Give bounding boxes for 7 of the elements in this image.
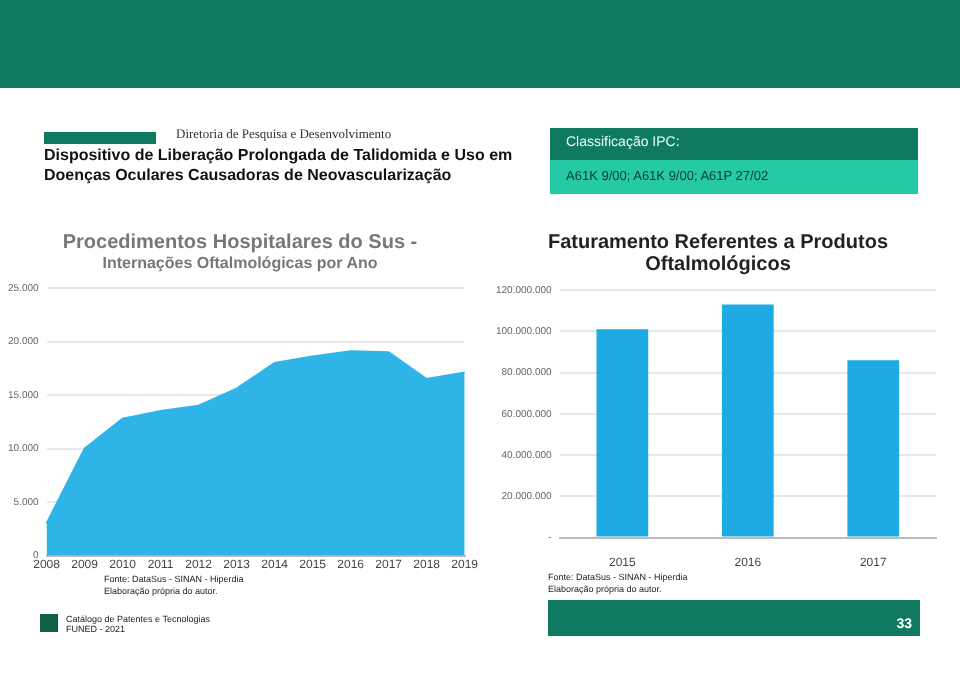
bar [847, 360, 900, 537]
chart-title: Procedimentos Hospitalares do Sus - [60, 232, 420, 254]
chart-title: Faturamento Referentes a Produtos Oftalmológicos [545, 232, 891, 276]
text: Dispositivo de Liberação Prolongada de Talidomida e Uso em Doenças Oculares Causadoras de Neovascularização [44, 146, 515, 186]
bar [596, 329, 649, 537]
chart-subtitle: Internações Oftalmológicas por Ano [100, 254, 380, 274]
bar [721, 304, 774, 537]
